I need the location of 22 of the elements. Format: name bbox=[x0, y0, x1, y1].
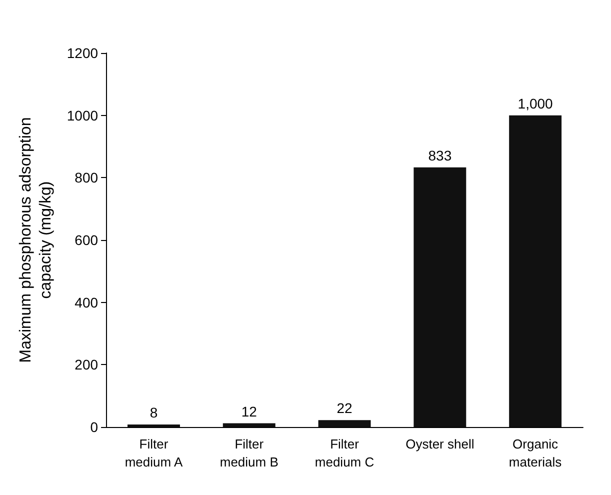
y-axis-title: Maximum phosphorous adsorption capacity (mg/kg) bbox=[18, 117, 54, 363]
x-tick-label: Filter medium C bbox=[314, 436, 374, 470]
bar bbox=[414, 167, 466, 427]
x-tick-label: Organic materials bbox=[508, 436, 562, 470]
x-tick-label: Oyster shell bbox=[406, 436, 474, 452]
y-tick-label: 600 bbox=[74, 232, 98, 248]
y-tick-label: 400 bbox=[74, 294, 98, 310]
data-label: 8 bbox=[150, 404, 158, 421]
bar bbox=[318, 420, 371, 427]
y-tick-label: 800 bbox=[74, 170, 98, 186]
data-label: 833 bbox=[428, 147, 452, 164]
data-label: 22 bbox=[336, 400, 353, 416]
data-label: 12 bbox=[241, 403, 258, 420]
y-tick-label: 1000 bbox=[66, 107, 98, 124]
bar bbox=[222, 423, 276, 427]
y-tick-label: 200 bbox=[74, 356, 98, 373]
x-tick-label: Filter medium B bbox=[220, 436, 278, 470]
x-tick-label: Filter medium A bbox=[124, 436, 183, 470]
y-tick-label: 0 bbox=[90, 419, 98, 435]
bar bbox=[509, 115, 562, 427]
data-label: 1,000 bbox=[518, 95, 554, 112]
y-tick-label: 1200 bbox=[66, 45, 98, 61]
